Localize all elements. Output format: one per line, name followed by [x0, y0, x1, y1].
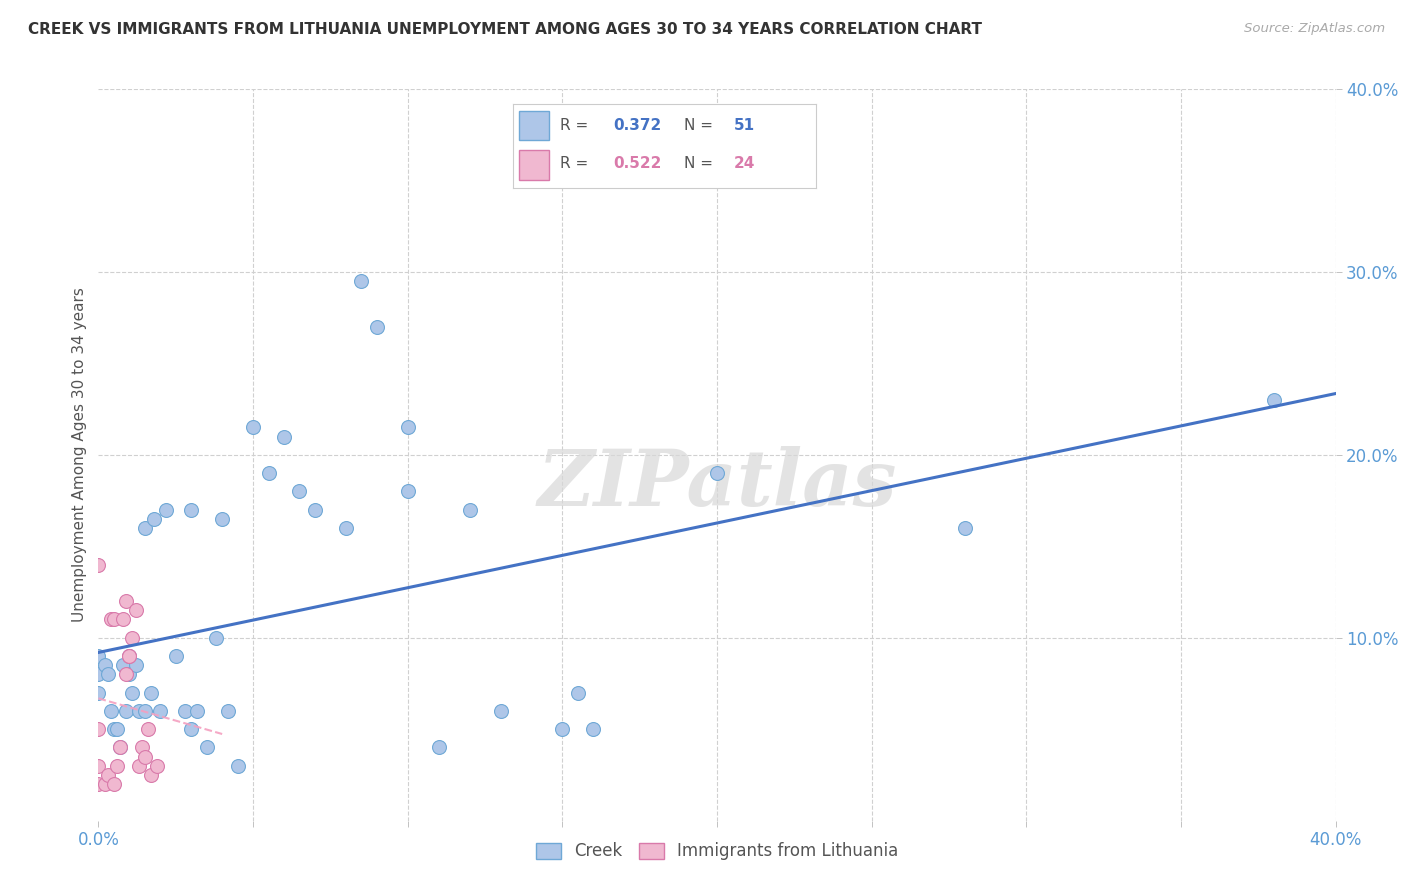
Point	[108, 740, 131, 755]
Point	[93, 658, 115, 673]
Point	[87, 723, 110, 737]
Point	[118, 649, 141, 664]
Point	[115, 594, 138, 608]
Point	[108, 740, 131, 755]
Point	[217, 704, 239, 718]
Point	[100, 613, 122, 627]
Point	[115, 667, 138, 681]
Point	[273, 430, 295, 444]
Point	[112, 658, 135, 673]
Point	[128, 758, 150, 772]
Point	[149, 704, 172, 718]
Point	[124, 603, 146, 617]
Point	[131, 740, 153, 755]
Point	[335, 521, 357, 535]
Point	[427, 740, 450, 755]
Point	[174, 704, 197, 718]
Point	[304, 502, 326, 516]
Point	[257, 466, 280, 480]
Point	[87, 649, 110, 664]
Point	[115, 704, 138, 718]
Point	[288, 484, 311, 499]
Point	[1263, 392, 1285, 407]
Point	[350, 274, 373, 288]
Point	[100, 704, 122, 718]
Point	[105, 723, 128, 737]
Point	[458, 502, 481, 516]
Point	[567, 685, 589, 699]
Point	[103, 613, 125, 627]
Text: CREEK VS IMMIGRANTS FROM LITHUANIA UNEMPLOYMENT AMONG AGES 30 TO 34 YEARS CORREL: CREEK VS IMMIGRANTS FROM LITHUANIA UNEMP…	[28, 22, 983, 37]
Point	[87, 667, 110, 681]
Point	[87, 777, 110, 791]
Point	[103, 777, 125, 791]
Point	[195, 740, 218, 755]
Point	[112, 613, 135, 627]
Point	[180, 502, 202, 516]
Point	[136, 723, 159, 737]
Point	[134, 521, 156, 535]
Point	[118, 649, 141, 664]
Point	[118, 649, 141, 664]
Point	[155, 502, 177, 516]
Point	[180, 723, 202, 737]
Legend: Creek, Immigrants from Lithuania: Creek, Immigrants from Lithuania	[529, 836, 905, 867]
Point	[146, 758, 169, 772]
Point	[366, 320, 388, 334]
Point	[118, 667, 141, 681]
Point	[186, 704, 208, 718]
Point	[139, 768, 162, 782]
Point	[124, 658, 146, 673]
Point	[105, 758, 128, 772]
Point	[134, 704, 156, 718]
Point	[87, 758, 110, 772]
Text: ZIPatlas: ZIPatlas	[537, 446, 897, 523]
Point	[226, 758, 249, 772]
Point	[165, 649, 187, 664]
Point	[128, 704, 150, 718]
Point	[134, 749, 156, 764]
Text: Source: ZipAtlas.com: Source: ZipAtlas.com	[1244, 22, 1385, 36]
Point	[121, 631, 143, 645]
Point	[551, 723, 574, 737]
Point	[103, 723, 125, 737]
Point	[93, 777, 115, 791]
Point	[489, 704, 512, 718]
Point	[211, 512, 233, 526]
Point	[582, 723, 605, 737]
Point	[97, 768, 120, 782]
Point	[121, 685, 143, 699]
Point	[143, 512, 166, 526]
Point	[242, 420, 264, 434]
Point	[87, 558, 110, 572]
Point	[953, 521, 976, 535]
Point	[139, 685, 162, 699]
Point	[396, 484, 419, 499]
Point	[97, 667, 120, 681]
Point	[87, 685, 110, 699]
Point	[205, 631, 228, 645]
Point	[706, 466, 728, 480]
Y-axis label: Unemployment Among Ages 30 to 34 years: Unemployment Among Ages 30 to 34 years	[72, 287, 87, 623]
Point	[396, 420, 419, 434]
